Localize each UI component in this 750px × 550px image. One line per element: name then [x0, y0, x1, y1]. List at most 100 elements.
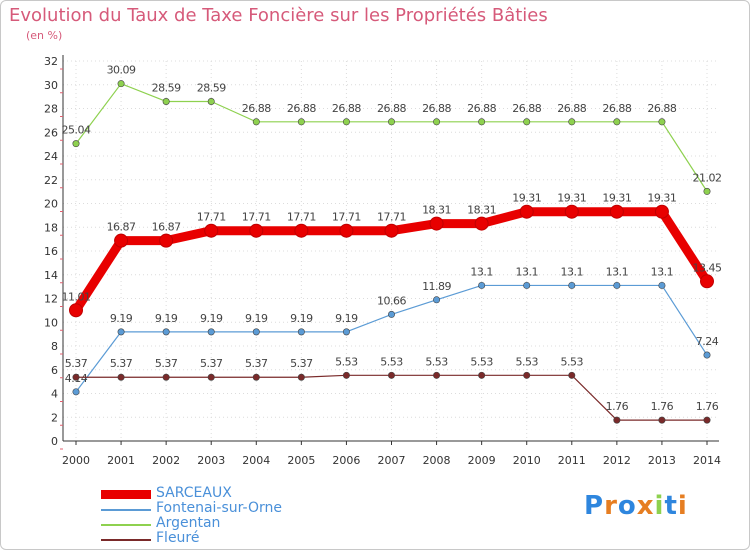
data-point	[519, 204, 534, 219]
data-label: 26.88	[467, 102, 496, 115]
y-tick-label: 20	[44, 198, 58, 211]
data-point	[568, 371, 576, 379]
y-tick-label: 32	[44, 55, 58, 68]
data-point	[703, 187, 711, 195]
data-point	[72, 388, 80, 396]
data-label: 17.71	[332, 211, 361, 224]
y-tick-label: 26	[44, 126, 58, 139]
data-point	[297, 373, 305, 381]
x-tick-label: 2012	[603, 454, 631, 467]
y-tick-label: 2	[51, 411, 58, 424]
y-tick-label: 28	[44, 103, 58, 116]
y-tick-label: 0	[51, 435, 58, 448]
data-label: 9.19	[245, 312, 268, 325]
data-label: 9.19	[290, 312, 313, 325]
logo-letter: t	[664, 491, 678, 521]
data-label: 30.09	[107, 64, 136, 77]
data-point	[429, 216, 444, 231]
y-tick-label: 30	[44, 79, 58, 92]
data-point	[523, 371, 531, 379]
logo-letter: P	[584, 491, 605, 521]
chart-title: Evolution du Taux de Taxe Foncière sur l…	[9, 5, 548, 26]
chart-subtitle: (en %)	[26, 29, 63, 42]
data-label: 10.66	[377, 294, 406, 307]
data-label: 26.88	[422, 102, 451, 115]
data-point	[478, 371, 486, 379]
logo-letter: i	[677, 491, 688, 521]
data-point	[204, 223, 219, 238]
data-label: 5.53	[425, 355, 448, 368]
data-label: 9.19	[155, 312, 178, 325]
logo-letter: i	[654, 491, 665, 521]
data-point	[207, 97, 215, 105]
data-point	[294, 223, 309, 238]
data-point	[207, 328, 215, 336]
data-label: 13.45	[693, 261, 722, 274]
data-label: 19.31	[557, 192, 586, 205]
y-tick-label: 22	[44, 174, 58, 187]
x-tick-label: 2008	[423, 454, 451, 467]
x-tick-label: 2002	[152, 454, 180, 467]
y-tick-label: 10	[44, 316, 58, 329]
x-tick-label: 2013	[648, 454, 676, 467]
legend-swatch	[101, 509, 151, 511]
y-tick-label: 8	[51, 340, 58, 353]
x-tick-label: 2000	[62, 454, 90, 467]
data-label: 18.31	[422, 204, 451, 217]
data-label: 5.37	[200, 357, 223, 370]
data-label: 17.71	[197, 211, 226, 224]
data-point	[613, 416, 621, 424]
data-label: 18.31	[467, 204, 496, 217]
x-tick-label: 2005	[287, 454, 315, 467]
data-label: 1.76	[696, 400, 719, 413]
data-point	[342, 371, 350, 379]
data-label: 5.53	[380, 355, 403, 368]
data-point	[609, 204, 624, 219]
x-tick-label: 2014	[693, 454, 721, 467]
legend-swatch	[101, 490, 151, 499]
data-point	[433, 371, 441, 379]
data-point	[207, 373, 215, 381]
logo-letter: x	[636, 491, 655, 521]
data-point	[249, 223, 264, 238]
data-label: 28.59	[197, 81, 226, 94]
data-point	[568, 118, 576, 126]
data-label: 25.04	[62, 124, 91, 137]
data-label: 5.37	[110, 357, 133, 370]
data-point	[703, 351, 711, 359]
data-label: 7.24	[696, 335, 719, 348]
data-point	[162, 97, 170, 105]
data-label: 5.37	[290, 357, 313, 370]
data-label: 9.19	[110, 312, 133, 325]
data-label: 26.88	[287, 102, 316, 115]
data-label: 5.53	[515, 355, 538, 368]
data-label: 1.76	[651, 400, 674, 413]
data-point	[658, 118, 666, 126]
logo-letter: o	[617, 491, 637, 521]
data-point	[252, 373, 260, 381]
data-point	[654, 204, 669, 219]
data-point	[568, 281, 576, 289]
data-point	[252, 328, 260, 336]
y-tick-label: 12	[44, 293, 58, 306]
data-label: 9.19	[335, 312, 358, 325]
data-point	[523, 118, 531, 126]
data-point	[342, 328, 350, 336]
data-label: 28.59	[152, 81, 181, 94]
data-point	[339, 223, 354, 238]
data-point	[69, 303, 83, 318]
legend-label: Fontenai-sur-Orne	[156, 500, 282, 516]
data-point	[297, 328, 305, 336]
data-point	[478, 118, 486, 126]
data-point	[387, 310, 395, 318]
data-label: 13.1	[606, 265, 629, 278]
data-label: 26.88	[602, 102, 631, 115]
data-label: 9.19	[200, 312, 223, 325]
data-point	[387, 118, 395, 126]
x-tick-label: 2011	[558, 454, 586, 467]
data-point	[658, 416, 666, 424]
legend-swatch	[101, 524, 151, 526]
data-label: 1.76	[606, 400, 629, 413]
data-point	[564, 204, 579, 219]
data-point	[478, 281, 486, 289]
